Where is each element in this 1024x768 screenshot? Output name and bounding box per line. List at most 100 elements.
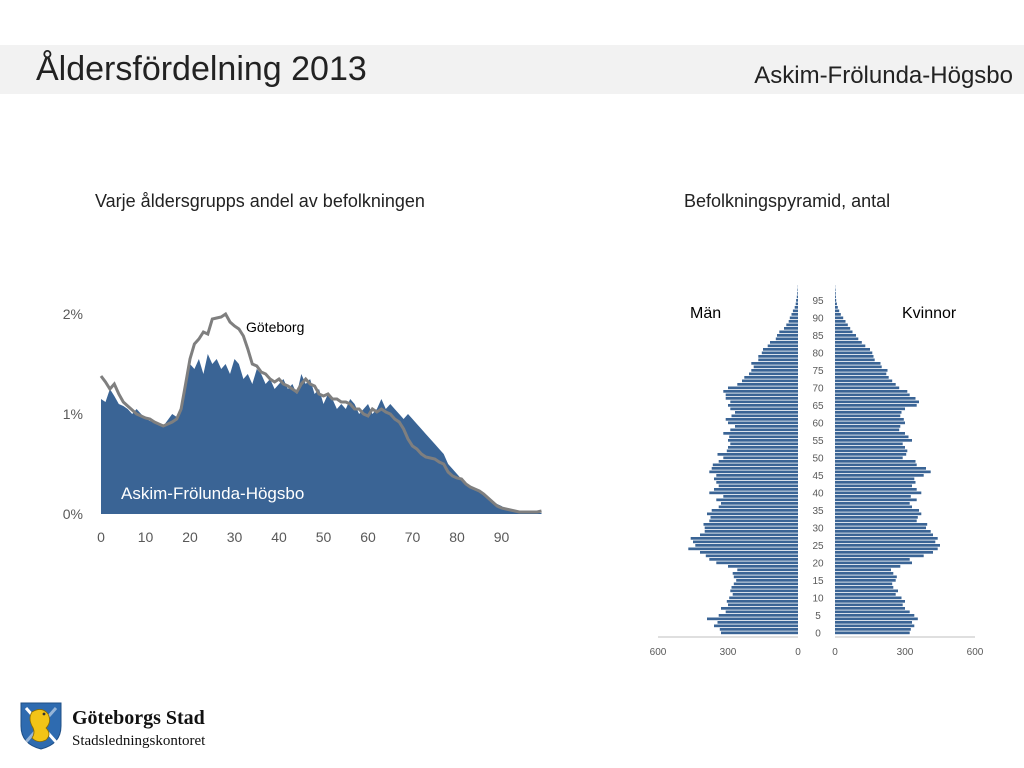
pyramid-bar-men [709, 470, 798, 474]
pyramid-bar-men [717, 453, 798, 456]
pyramid-bar-men [704, 526, 798, 530]
pyramid-bar-women [835, 519, 917, 523]
pyramid-bar-men [729, 435, 798, 439]
age-tick-label: 15 [812, 576, 824, 587]
pyramid-bar-women [835, 589, 898, 593]
pyramid-bar-men [710, 516, 798, 519]
pyramid-bar-men [717, 621, 798, 624]
pyramid-bar-women [835, 600, 905, 603]
pyramid-bar-women [835, 568, 891, 572]
pyramid-bar-women [835, 593, 896, 596]
pyramid-bar-men [719, 628, 798, 631]
pyramid-bar-men [786, 323, 798, 327]
pyramid-bar-men [732, 593, 798, 596]
pyramid-bar-men [726, 449, 798, 453]
pyramid-bar-men [779, 330, 798, 334]
age-tick-label: 5 [815, 611, 821, 622]
pyramid-bar-women [835, 407, 905, 411]
pyramid-bar-women [835, 607, 905, 610]
pyramid-bar-women [835, 453, 907, 456]
pyramid-bar-men [789, 316, 798, 320]
pyramid-bar-women [835, 516, 918, 519]
pyramid-bar-women [835, 334, 856, 337]
pyramid-bar-men [777, 334, 798, 337]
pyramid-bar-women [835, 341, 862, 344]
pyramid-bar-women [835, 418, 904, 421]
pyramid-bar-women [835, 491, 922, 495]
pyramid-label-men: Män [690, 305, 721, 322]
pyramid-bar-women [835, 355, 874, 358]
pyramid-bar-men [718, 460, 798, 463]
pyramid-bar-women [835, 631, 910, 635]
pyramid-bar-men [735, 411, 798, 414]
pyramid-bar-men [796, 299, 798, 302]
pyramid-bar-women [835, 446, 905, 449]
pyramid-bar-women [835, 323, 848, 327]
age-tick-label: 80 [812, 348, 824, 359]
age-tick-label: 70 [812, 383, 824, 394]
pyramid-bar-men [733, 575, 798, 579]
pyramid-bar-men [718, 505, 798, 509]
x-tick-label: 80 [449, 529, 465, 545]
pyramid-bar-men [714, 488, 798, 491]
pyramid-bar-men [709, 558, 798, 561]
pyramid-bar-men [736, 579, 798, 582]
pyramid-bar-men [731, 414, 798, 418]
age-tick-label: 90 [812, 313, 824, 324]
pyramid-bar-women [835, 456, 903, 460]
pyramid-bar-women [835, 572, 894, 575]
pyramid-bar-men [797, 288, 798, 292]
pyramid-bar-women [835, 463, 917, 467]
pyramid-bar-women [835, 302, 837, 306]
pyramid-bar-women [835, 544, 940, 547]
age-tick-label: 75 [812, 366, 824, 377]
pyramid-bar-women [835, 414, 901, 418]
pyramid-bar-women [835, 628, 911, 631]
x-tick-label: 40 [271, 529, 287, 545]
pyramid-bar-women [835, 603, 903, 607]
area-series-label: Askim-Frölunda-Högsbo [121, 484, 304, 503]
x-tick-label: 60 [360, 529, 376, 545]
pyramid-bar-men [700, 533, 798, 537]
pyramid-bar-women [835, 292, 836, 295]
pyramid-bar-women [835, 439, 912, 442]
pyramid-bar-women [835, 306, 838, 309]
pyramid-bar-women [835, 337, 859, 341]
count-tick-label-left: 0 [795, 647, 801, 658]
pyramid-bar-women [835, 348, 870, 351]
age-tick-label: 95 [812, 296, 824, 307]
pyramid-bar-women [835, 579, 896, 582]
pyramid-bar-women [835, 376, 889, 379]
pyramid-bar-women [835, 477, 915, 481]
pyramid-bar-women [835, 488, 917, 491]
age-tick-label: 40 [812, 488, 824, 499]
pyramid-bar-men [761, 351, 798, 355]
pyramid-bar-men [728, 565, 798, 568]
pyramid-bar-men [742, 379, 798, 383]
x-tick-label: 90 [494, 529, 510, 545]
pyramid-bar-women [835, 512, 922, 516]
pyramid-bar-women [835, 502, 910, 505]
pyramid-bar-men [728, 439, 798, 442]
pyramid-bar-women [835, 299, 837, 302]
pyramid-bar-men [716, 561, 798, 565]
pyramid-bar-men [753, 365, 798, 369]
pyramid-bar-men [749, 372, 798, 376]
pyramid-chart-subtitle: Befolkningspyramid, antal [684, 191, 891, 211]
pyramid-bar-men [733, 582, 798, 586]
area-series-district [101, 354, 542, 514]
pyramid-bar-men [711, 509, 798, 512]
pyramid-bar-women [835, 617, 918, 621]
pyramid-bar-men [711, 467, 798, 470]
x-tick-label: 20 [182, 529, 198, 545]
x-tick-label: 50 [316, 529, 332, 545]
age-tick-label: 55 [812, 436, 824, 447]
pyramid-bar-women [835, 495, 911, 498]
pyramid-bar-men [770, 341, 798, 344]
dept-name: Stadsledningskontoret [72, 733, 206, 749]
count-tick-label-right: 300 [897, 647, 914, 658]
age-tick-label: 65 [812, 401, 824, 412]
pyramid-bar-men [796, 295, 798, 299]
